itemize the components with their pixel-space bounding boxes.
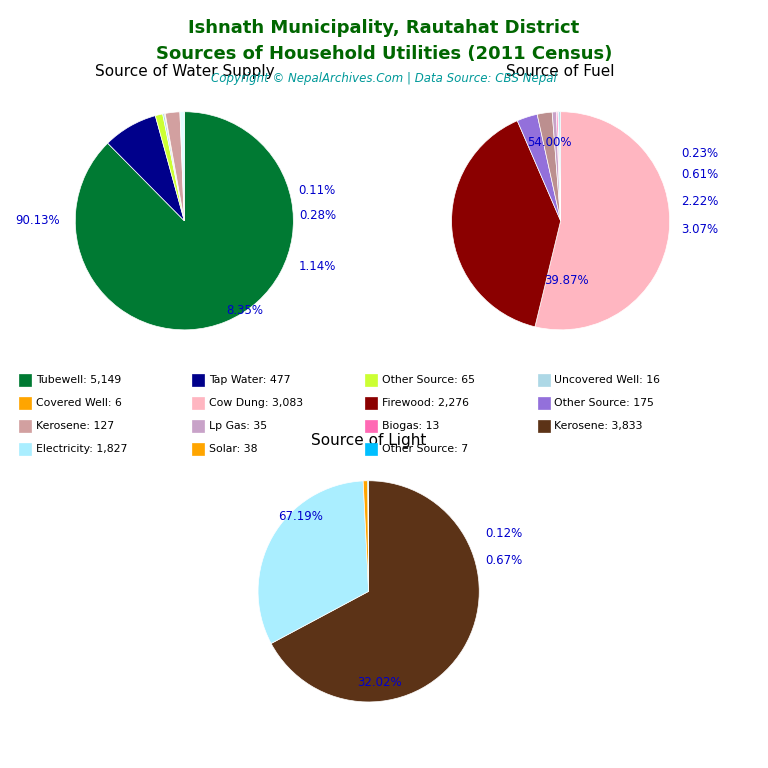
Text: Lp Gas: 35: Lp Gas: 35 [209, 421, 267, 431]
Wedge shape [271, 481, 479, 702]
Text: Other Source: 175: Other Source: 175 [554, 398, 654, 408]
Title: Source of Fuel: Source of Fuel [506, 65, 615, 79]
Text: Electricity: 1,827: Electricity: 1,827 [36, 444, 127, 454]
Wedge shape [180, 111, 184, 221]
Text: 0.28%: 0.28% [299, 209, 336, 222]
Wedge shape [108, 116, 184, 221]
Wedge shape [163, 114, 184, 221]
Text: 39.87%: 39.87% [544, 274, 588, 287]
Wedge shape [363, 481, 369, 591]
Text: Copyright © NepalArchives.Com | Data Source: CBS Nepal: Copyright © NepalArchives.Com | Data Sou… [211, 72, 557, 85]
Wedge shape [155, 114, 184, 221]
Text: 67.19%: 67.19% [278, 510, 323, 523]
Wedge shape [559, 111, 561, 221]
Title: Source of Water Supply: Source of Water Supply [94, 65, 274, 79]
Text: Tap Water: 477: Tap Water: 477 [209, 375, 290, 385]
Text: Ishnath Municipality, Rautahat District: Ishnath Municipality, Rautahat District [188, 19, 580, 37]
Wedge shape [368, 481, 369, 591]
Wedge shape [452, 121, 561, 327]
Text: 90.13%: 90.13% [15, 214, 59, 227]
Text: 0.67%: 0.67% [485, 554, 522, 567]
Text: Other Source: 7: Other Source: 7 [382, 444, 468, 454]
Text: Other Source: 65: Other Source: 65 [382, 375, 475, 385]
Title: Source of Light: Source of Light [311, 433, 426, 448]
Wedge shape [535, 111, 670, 329]
Wedge shape [552, 112, 561, 221]
Text: Uncovered Well: 16: Uncovered Well: 16 [554, 375, 660, 385]
Text: 1.14%: 1.14% [299, 260, 336, 273]
Wedge shape [165, 112, 184, 221]
Text: 0.11%: 0.11% [299, 184, 336, 197]
Wedge shape [164, 114, 184, 221]
Wedge shape [556, 112, 561, 221]
Text: Cow Dung: 3,083: Cow Dung: 3,083 [209, 398, 303, 408]
Wedge shape [258, 481, 369, 644]
Text: 0.61%: 0.61% [682, 168, 719, 181]
Text: Kerosene: 3,833: Kerosene: 3,833 [554, 421, 643, 431]
Text: Firewood: 2,276: Firewood: 2,276 [382, 398, 468, 408]
Text: 0.23%: 0.23% [682, 147, 719, 160]
Text: Sources of Household Utilities (2011 Census): Sources of Household Utilities (2011 Cen… [156, 45, 612, 62]
Text: 54.00%: 54.00% [528, 136, 572, 149]
Wedge shape [558, 112, 561, 221]
Text: 8.35%: 8.35% [226, 303, 263, 316]
Text: 2.22%: 2.22% [681, 194, 719, 207]
Text: 3.07%: 3.07% [682, 223, 719, 236]
Wedge shape [518, 114, 561, 221]
Text: 0.12%: 0.12% [485, 528, 522, 541]
Text: 32.02%: 32.02% [357, 676, 402, 689]
Text: Covered Well: 6: Covered Well: 6 [36, 398, 122, 408]
Text: Kerosene: 127: Kerosene: 127 [36, 421, 114, 431]
Wedge shape [537, 112, 561, 221]
Text: Biogas: 13: Biogas: 13 [382, 421, 439, 431]
Wedge shape [75, 111, 293, 329]
Text: Solar: 38: Solar: 38 [209, 444, 257, 454]
Text: Tubewell: 5,149: Tubewell: 5,149 [36, 375, 121, 385]
